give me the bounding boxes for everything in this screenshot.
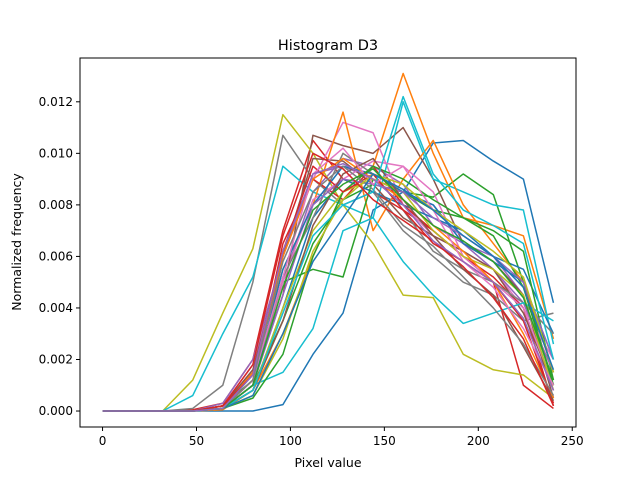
y-tick-label: 0.002 bbox=[39, 352, 73, 366]
chart-title: Histogram D3 bbox=[278, 38, 378, 54]
x-tick-label: 100 bbox=[279, 434, 302, 448]
series-line-34 bbox=[102, 162, 555, 412]
x-tick-label: 50 bbox=[189, 434, 204, 448]
series-lines bbox=[102, 72, 555, 412]
y-tick-label: 0.006 bbox=[39, 249, 73, 263]
y-axis-label: Normalized frequency bbox=[9, 173, 24, 311]
y-tick-label: 0.000 bbox=[39, 404, 73, 418]
x-axis-label: Pixel value bbox=[294, 455, 361, 470]
y-tick-label: 0.012 bbox=[39, 95, 73, 109]
plot-frame bbox=[79, 57, 577, 428]
x-tick-label: 250 bbox=[561, 434, 584, 448]
y-axis-ticks: 0.000 0.002 0.004 0.006 0.008 0.010 0.012 bbox=[39, 95, 80, 418]
y-tick-label: 0.008 bbox=[39, 198, 73, 212]
y-tick-label: 0.004 bbox=[39, 301, 73, 315]
x-tick-label: 150 bbox=[373, 434, 396, 448]
x-tick-label: 200 bbox=[467, 434, 490, 448]
x-tick-label: 0 bbox=[99, 434, 107, 448]
x-axis-ticks: 0 50 100 150 200 250 bbox=[99, 427, 584, 448]
y-tick-label: 0.010 bbox=[39, 146, 73, 160]
